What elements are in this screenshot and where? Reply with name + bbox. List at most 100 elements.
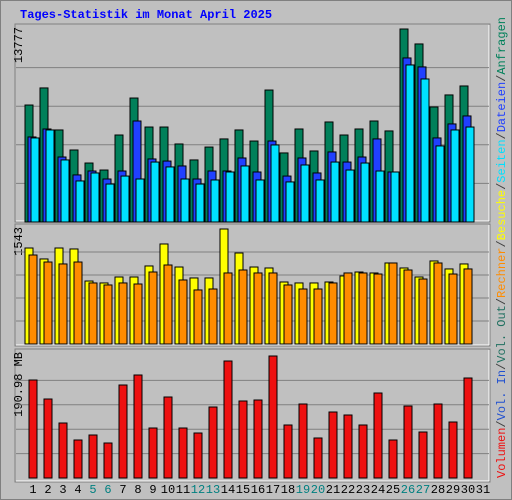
legend-separator: / <box>495 240 509 247</box>
bar <box>268 272 278 345</box>
bar <box>28 254 38 345</box>
bar <box>450 129 460 223</box>
bar <box>45 129 55 223</box>
bar <box>283 284 293 345</box>
legend-separator: / <box>495 132 509 139</box>
bar <box>150 161 160 223</box>
legend-entry: Vol. Out <box>495 305 509 363</box>
bar <box>420 78 430 223</box>
bar <box>30 137 40 223</box>
bar <box>285 181 295 223</box>
x-tick-label: 5 <box>89 483 96 497</box>
bar <box>343 414 353 479</box>
bar <box>163 264 173 345</box>
bar <box>315 179 325 223</box>
bar <box>163 396 173 479</box>
x-tick-label: 22 <box>341 483 355 497</box>
x-tick-label: 19 <box>296 483 310 497</box>
x-tick-label: 2 <box>44 483 51 497</box>
bar <box>178 279 188 345</box>
legend-separator: / <box>495 363 509 370</box>
bar <box>343 272 353 345</box>
x-tick-label: 30 <box>461 483 475 497</box>
bar <box>418 278 428 345</box>
bar <box>148 427 158 479</box>
bar <box>388 439 398 479</box>
x-tick-label: 23 <box>356 483 370 497</box>
bar <box>75 180 85 223</box>
bar <box>90 172 100 223</box>
bar <box>238 269 248 345</box>
bar <box>418 431 428 479</box>
bar <box>403 269 413 345</box>
legend-separator: / <box>495 75 509 82</box>
x-tick-label: 4 <box>74 483 81 497</box>
legend-entry: Rechner <box>495 248 509 298</box>
x-tick-label: 11 <box>176 483 190 497</box>
bar <box>360 162 370 223</box>
bar <box>405 64 415 223</box>
x-tick-label: 28 <box>431 483 445 497</box>
bar <box>358 424 368 479</box>
legend-entry: Dateien <box>495 82 509 132</box>
bar <box>255 179 265 223</box>
x-tick-label: 20 <box>311 483 325 497</box>
bar <box>375 170 385 223</box>
x-tick-label: 21 <box>326 483 340 497</box>
bar <box>225 171 235 223</box>
x-tick-label: 29 <box>446 483 460 497</box>
bar <box>180 178 190 223</box>
bar <box>118 282 128 345</box>
bar <box>298 403 308 479</box>
bar <box>88 282 98 345</box>
bar <box>373 392 383 479</box>
bar <box>435 145 445 223</box>
x-tick-label: 16 <box>251 483 265 497</box>
x-tick-label: 17 <box>266 483 280 497</box>
x-tick-label: 6 <box>104 483 111 497</box>
bar <box>148 271 158 345</box>
bar <box>210 179 220 223</box>
bar <box>43 398 53 479</box>
legend-entry: Volumen <box>495 428 509 478</box>
bar <box>345 169 355 223</box>
bar <box>88 434 98 479</box>
bar <box>133 283 143 345</box>
bar <box>388 262 398 345</box>
bar <box>165 166 175 223</box>
bar <box>223 272 233 345</box>
bar <box>103 284 113 345</box>
bar <box>270 144 280 223</box>
x-tick-label: 3 <box>59 483 66 497</box>
x-tick-label: 18 <box>281 483 295 497</box>
y-tick-label: 13777 <box>12 27 26 63</box>
side-legend: Volumen/Vol. In/Vol. Out/Rechner/Besuche… <box>495 17 509 478</box>
bar <box>208 288 218 345</box>
bar <box>103 442 113 479</box>
x-tick-label: 12 <box>191 483 205 497</box>
bar <box>268 355 278 479</box>
x-tick-label: 1 <box>29 483 36 497</box>
bar <box>328 282 338 345</box>
legend-entry: Besuche <box>495 190 509 240</box>
bar <box>330 161 340 223</box>
bar <box>73 439 83 479</box>
bar <box>73 261 83 345</box>
bar <box>43 261 53 345</box>
bar <box>463 268 473 345</box>
bar <box>433 262 443 345</box>
x-tick-label: 9 <box>149 483 156 497</box>
x-tick-label: 15 <box>236 483 250 497</box>
bar <box>120 175 130 223</box>
x-tick-label: 13 <box>206 483 220 497</box>
bar <box>298 288 308 345</box>
bar <box>58 422 68 479</box>
bar <box>283 424 293 479</box>
bar <box>358 272 368 345</box>
bar <box>58 263 68 345</box>
bar <box>133 374 143 479</box>
bar <box>433 403 443 479</box>
bar <box>223 360 233 479</box>
bar <box>390 171 400 223</box>
